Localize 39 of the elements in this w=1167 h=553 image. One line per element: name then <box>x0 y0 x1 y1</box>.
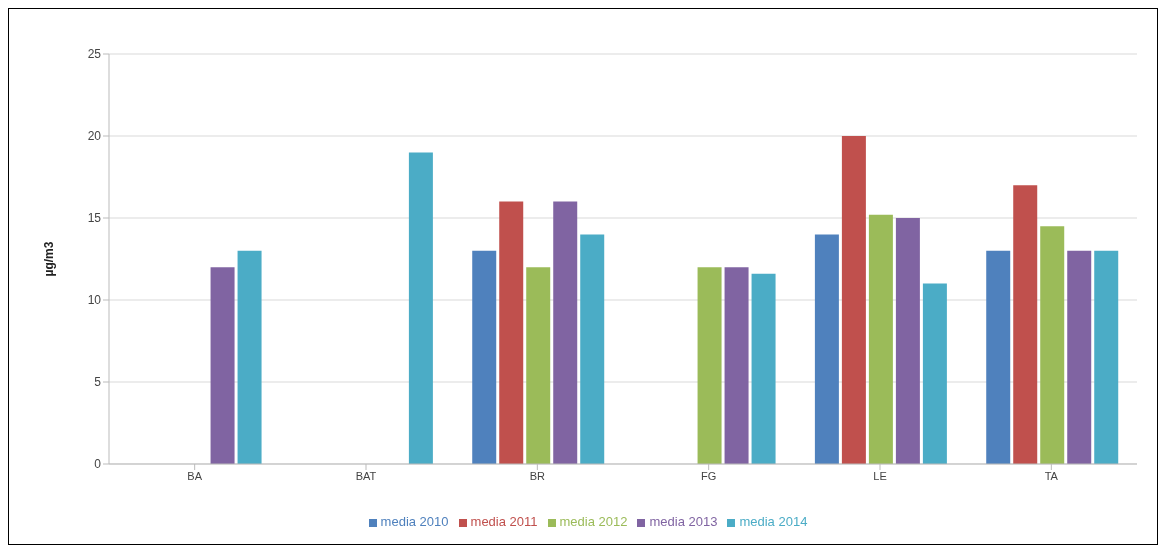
y-tick-label: 10 <box>87 293 102 308</box>
bar <box>986 250 1011 464</box>
bar <box>814 234 839 464</box>
bar <box>1040 226 1065 464</box>
x-tick-label: BA <box>187 469 203 482</box>
y-tick-label: 20 <box>87 129 102 144</box>
x-tick-label: BAT <box>355 469 377 482</box>
legend-label: media 2010 <box>380 514 449 529</box>
x-tick-label: FG <box>701 469 717 482</box>
legend-label: media 2012 <box>559 514 628 529</box>
bar <box>1094 250 1119 464</box>
bar <box>408 152 433 464</box>
bar <box>210 267 235 464</box>
y-axis-title: µg/m3 <box>42 241 57 277</box>
bar <box>841 136 866 464</box>
bar <box>724 267 749 464</box>
legend-label: media 2013 <box>649 514 718 529</box>
y-tick-label: 25 <box>87 47 102 62</box>
bar <box>499 201 524 464</box>
y-tick-label: 5 <box>94 375 102 390</box>
bar <box>751 273 776 464</box>
bar <box>472 250 497 464</box>
bar <box>1067 250 1092 464</box>
y-tick-label: 0 <box>94 457 102 472</box>
bar <box>922 283 947 464</box>
bar <box>1013 185 1038 464</box>
bar <box>895 218 920 464</box>
x-tick-label: BR <box>529 469 546 482</box>
bar <box>553 201 578 464</box>
bar <box>526 267 551 464</box>
bar <box>580 234 605 464</box>
bar <box>868 214 893 464</box>
bar <box>697 267 722 464</box>
y-tick-label: 15 <box>87 211 102 226</box>
legend-label: media 2011 <box>470 514 538 529</box>
x-tick-label: LE <box>873 469 887 482</box>
x-tick-label: TA <box>1044 469 1059 482</box>
legend-label: media 2014 <box>739 514 808 529</box>
bar <box>237 250 262 464</box>
